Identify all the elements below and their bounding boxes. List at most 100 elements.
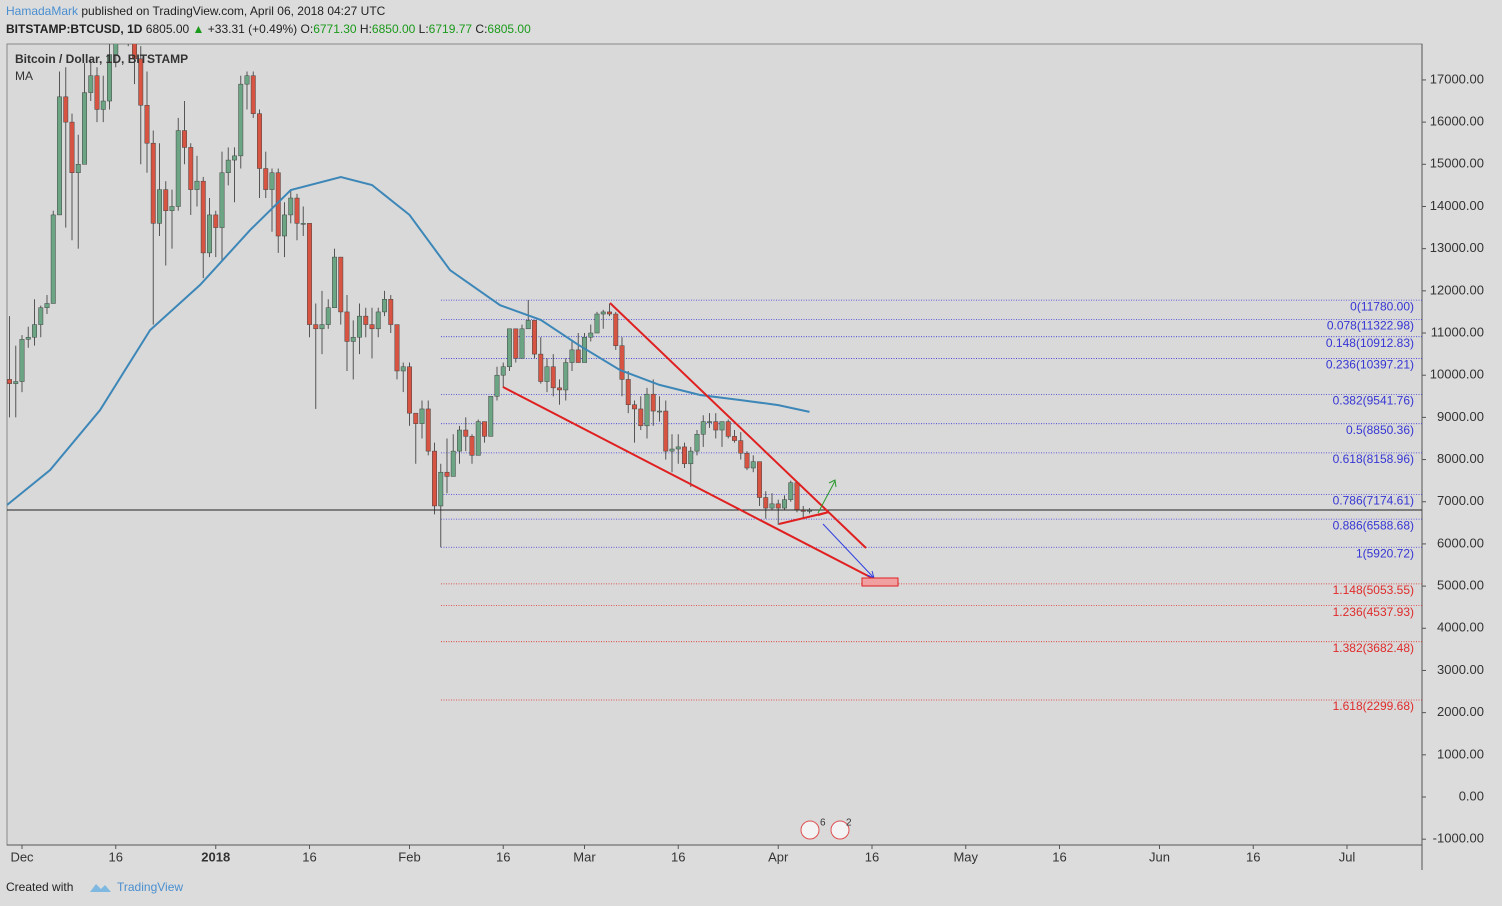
candle-body [544, 366, 550, 382]
drawings: 6 2 [502, 302, 899, 840]
y-tick-label: 5000.00 [1437, 578, 1484, 593]
candle-body [388, 299, 394, 325]
candle-body [200, 180, 206, 254]
tv-logo [90, 884, 111, 892]
candle-body [632, 404, 637, 410]
candle-body [613, 313, 619, 346]
candle-body [507, 328, 512, 368]
y-tick-label: 6000.00 [1437, 535, 1484, 550]
candle-body [132, 44, 137, 60]
x-tick-label: May [953, 849, 978, 864]
fib-label: 0.618(8158.96) [1333, 452, 1414, 466]
candle-body [757, 461, 762, 498]
y-tick-label: 13000.00 [1430, 240, 1484, 255]
candle-body [225, 159, 231, 173]
candle-body [263, 168, 269, 190]
candle-body [169, 206, 175, 211]
candle-body [157, 189, 162, 224]
wedge-lower [502, 386, 873, 579]
x-tick-label: Jul [1339, 849, 1356, 864]
candle-body [257, 113, 262, 169]
candle-body [450, 450, 456, 477]
fib-label: 1.618(2299.68) [1333, 699, 1414, 713]
x-tick-label: 16 [1052, 849, 1066, 864]
candle-body [750, 461, 756, 469]
candle-body [325, 307, 331, 325]
candle-body [25, 336, 31, 340]
event-badge[interactable] [830, 820, 850, 840]
y-tick-label: 12000.00 [1430, 282, 1484, 297]
candle-body [550, 366, 556, 389]
candle-body [338, 256, 344, 313]
x-tick-label: 16 [1246, 849, 1260, 864]
candle-body [19, 339, 25, 382]
candle-body [244, 75, 250, 85]
candle-body [425, 408, 431, 452]
author[interactable]: HamadaMark [6, 4, 79, 18]
fib-label: 0.382(9541.76) [1333, 394, 1414, 408]
candle-body [794, 482, 800, 511]
candle-body [769, 503, 775, 509]
plot-area [6, 43, 1423, 846]
x-tick-label: Mar [573, 849, 596, 864]
candle-body [213, 214, 219, 228]
candle-body [713, 421, 719, 431]
candle-body [375, 311, 381, 330]
candle-body [232, 155, 237, 161]
candle-body [188, 147, 194, 190]
candle-body [650, 393, 656, 412]
candle-body [782, 499, 787, 509]
y-tick-label: 15000.00 [1430, 156, 1484, 171]
candle-body [344, 311, 350, 342]
candle-body [194, 180, 200, 190]
wedge-tip [778, 511, 830, 525]
candle-body [538, 353, 544, 382]
candle-body [669, 448, 675, 452]
candle-body [313, 324, 319, 330]
candle-body [63, 96, 69, 123]
y-tick-label: 2000.00 [1437, 704, 1484, 719]
candle-body [500, 366, 506, 376]
candle-body [363, 315, 369, 325]
candle-body [457, 429, 462, 452]
candle-body [307, 223, 312, 325]
down-arrow [822, 523, 875, 579]
x-tick-label: 16 [496, 849, 510, 864]
candle-body [413, 412, 419, 424]
event-count: 6 [820, 818, 826, 829]
candle-body [663, 410, 669, 452]
publish-line: HamadaMark published on TradingView.com,… [6, 4, 385, 18]
candle-body [732, 436, 737, 441]
candle-body [38, 307, 44, 325]
candle-body [88, 75, 94, 93]
brand[interactable]: TradingView [117, 880, 183, 894]
candle-body [444, 471, 450, 477]
y-tick-label: -1000.00 [1433, 831, 1484, 846]
change: +33.31 (+0.49%) [207, 22, 298, 36]
target-box [861, 577, 899, 587]
y-tick-label: 10000.00 [1430, 367, 1484, 382]
last: 6805.00 [145, 22, 190, 36]
y-tick-label: 0.00 [1459, 788, 1484, 803]
event-badge[interactable] [800, 820, 820, 840]
candle-body [588, 332, 594, 338]
y-tick-label: 16000.00 [1430, 114, 1484, 129]
candle-body [300, 223, 306, 225]
published: published on TradingView.com, April 06, … [81, 4, 386, 18]
fib-label: 0.236(10397.21) [1326, 358, 1414, 372]
candle-body [50, 214, 56, 304]
candle-body [419, 408, 425, 424]
candle-body [138, 58, 144, 106]
candle-body [532, 320, 537, 355]
candle-body [219, 172, 225, 228]
candle-body [250, 75, 256, 114]
candle-body [57, 96, 62, 216]
candle-body [675, 446, 681, 450]
x-tick-label: Feb [398, 849, 420, 864]
candle-body [150, 142, 156, 224]
candle-body [163, 189, 169, 211]
x-tick-label: 16 [865, 849, 879, 864]
legend-ma: MA [15, 69, 33, 83]
